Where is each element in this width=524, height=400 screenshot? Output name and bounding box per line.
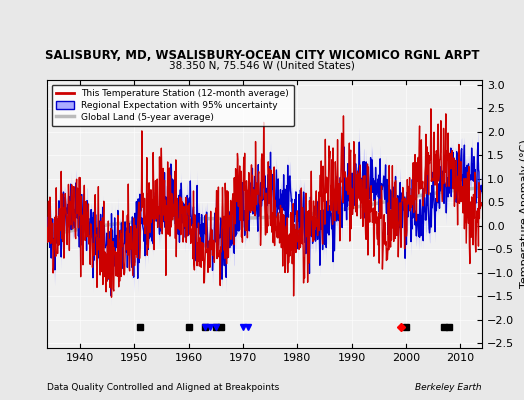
Text: 38.350 N, 75.546 W (United States): 38.350 N, 75.546 W (United States) [169, 60, 355, 70]
Text: SALISBURY, MD, WSALISBURY-OCEAN CITY WICOMICO RGNL ARPT: SALISBURY, MD, WSALISBURY-OCEAN CITY WIC… [45, 49, 479, 62]
Text: Data Quality Controlled and Aligned at Breakpoints: Data Quality Controlled and Aligned at B… [47, 383, 279, 392]
Y-axis label: Temperature Anomaly (°C): Temperature Anomaly (°C) [520, 140, 524, 288]
Text: Berkeley Earth: Berkeley Earth [416, 383, 482, 392]
